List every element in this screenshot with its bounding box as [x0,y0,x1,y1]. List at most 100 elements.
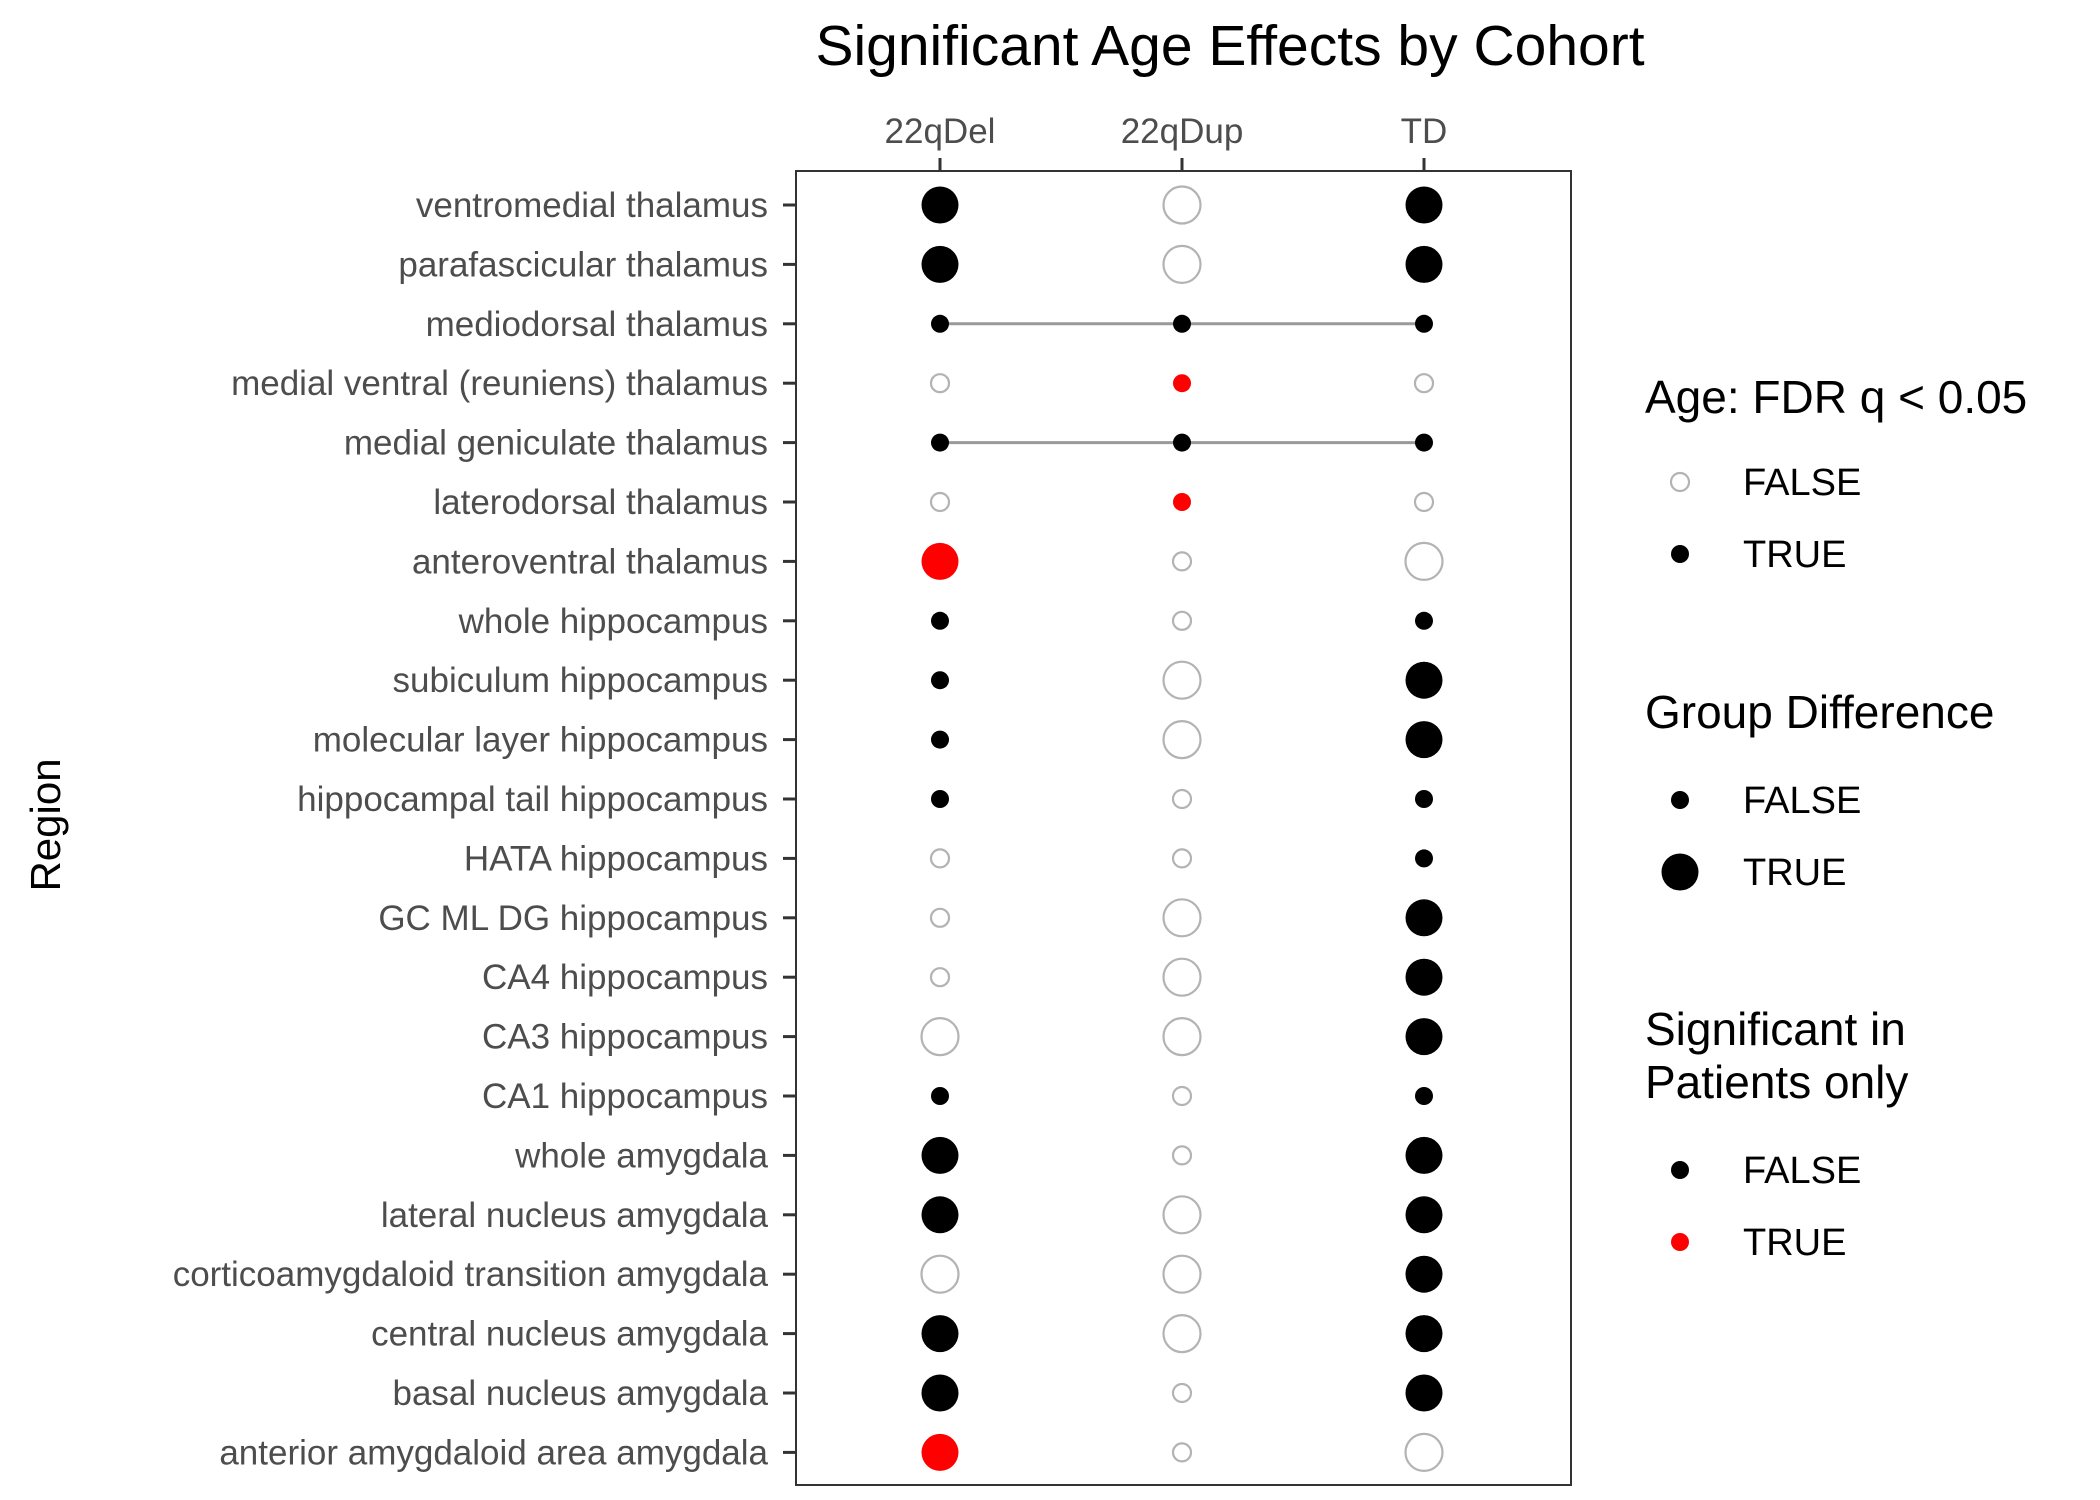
data-point [1405,1315,1443,1353]
data-points [920,185,1444,1473]
y-tick-label: CA1 hippocampus [482,1077,768,1116]
data-point [1415,849,1433,868]
y-tick-label: whole amygdala [514,1136,768,1175]
data-point [1415,790,1433,808]
legend-key [1671,1233,1689,1251]
axis-ticks: 22qDel 22qDup TD ventromedial thalamus paraf… [173,112,1448,1472]
y-tick-label: CA4 hippocampus [482,958,768,997]
data-point [921,1136,959,1174]
y-tick-label: HATA hippocampus [464,839,768,878]
data-point [1405,186,1443,224]
data-point [1405,958,1443,996]
data-point [1162,244,1202,284]
y-tick-label: anterior amygdaloid area amygdala [219,1433,768,1472]
data-point [1405,245,1443,283]
y-tick-label: ventromedial thalamus [416,186,768,225]
legend-label: FALSE [1743,462,1861,504]
data-point [1173,433,1191,452]
data-point [1405,1196,1443,1234]
data-point [1171,848,1193,869]
legend-label: TRUE [1743,852,1846,894]
data-point [931,433,949,452]
legend-title: Significant in [1645,1003,1906,1055]
data-point [1413,491,1435,513]
y-tick-label: laterodorsal thalamus [433,483,768,522]
data-point [929,967,951,988]
data-point [1171,551,1193,572]
data-point [1171,1382,1193,1404]
legends: Age: FDR q < 0.05 FALSE TRUE Group Differen… [1645,371,2027,1264]
data-point [1173,374,1191,393]
data-point [1404,541,1444,582]
data-point [920,1254,960,1294]
y-tick-label: basal nucleus amygdala [392,1374,768,1413]
data-point [1162,957,1202,997]
data-point [1162,1254,1202,1294]
data-point [929,373,951,394]
y-tick-label: anteroventral thalamus [412,542,768,581]
data-point [1171,1145,1193,1166]
y-tick-label: CA3 hippocampus [482,1018,768,1057]
y-tick-label: molecular layer hippocampus [313,721,768,760]
legend-key [1671,545,1689,563]
legend-title: Group Difference [1645,686,1994,738]
data-point [921,1374,959,1412]
data-point [931,314,949,333]
data-point [921,245,959,283]
legend-label: FALSE [1743,1150,1861,1192]
data-point [1405,1136,1443,1174]
chart-title: Significant Age Effects by Cohort [815,14,1644,78]
data-point [1415,314,1433,333]
y-tick-label: whole hippocampus [458,602,768,641]
y-tick-label: mediodorsal thalamus [426,305,768,344]
data-point [1415,1087,1433,1105]
data-point [931,1087,949,1105]
data-point [931,671,949,690]
y-tick-label: corticoamygdaloid transition amygdala [173,1255,769,1294]
data-point [1405,1374,1443,1412]
data-point [1171,1442,1193,1463]
y-tick-label: lateral nucleus amygdala [381,1196,769,1235]
y-tick-label: medial ventral (reuniens) thalamus [231,364,768,403]
data-point [1405,661,1443,699]
legend-key [1671,1161,1689,1179]
data-point [1171,1085,1193,1107]
y-tick-label: hippocampal tail hippocampus [297,780,768,819]
y-tick-label: subiculum hippocampus [393,661,768,700]
x-tick-label: 22qDup [1121,112,1244,151]
data-point [921,1315,959,1353]
data-point [920,1016,960,1057]
data-point [929,907,951,928]
data-point [1405,1018,1443,1056]
data-point [1404,1432,1444,1473]
y-tick-label: parafascicular thalamus [398,245,768,284]
data-point [929,491,951,513]
data-point [1405,721,1443,759]
data-point [1162,1016,1202,1057]
y-tick-label: central nucleus amygdala [371,1315,768,1354]
data-point [1162,719,1202,760]
legend-key [1671,791,1689,809]
legend-key [1669,471,1691,493]
data-point [921,1196,959,1234]
legend-label: TRUE [1743,534,1846,576]
data-point [1162,898,1202,938]
data-point [1173,493,1191,511]
data-point [1415,611,1433,630]
y-tick-label: medial geniculate thalamus [344,424,768,463]
legend-label: FALSE [1743,780,1861,822]
legend-title: Patients only [1645,1056,1908,1108]
data-point [1413,373,1435,394]
data-point [931,730,949,749]
data-point [1162,1195,1202,1235]
x-tick-label: TD [1401,112,1448,151]
data-point [931,611,949,630]
data-point [1162,1313,1202,1354]
data-point [931,790,949,808]
data-point [1162,660,1202,700]
data-point [929,848,951,869]
data-point [1171,610,1193,631]
data-point [1405,1255,1443,1293]
data-point [1405,899,1443,937]
